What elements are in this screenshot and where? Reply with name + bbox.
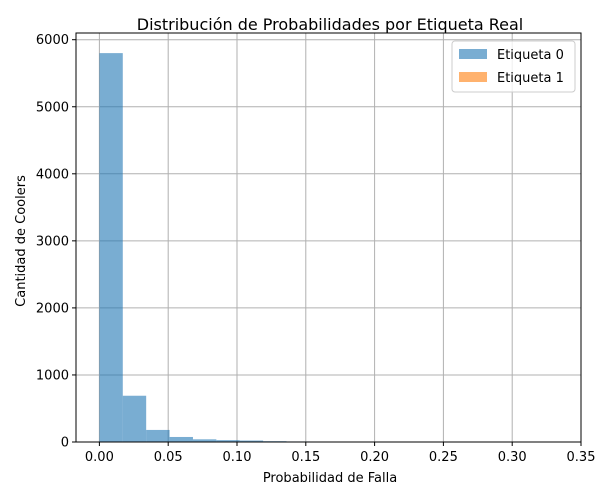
plot-frame	[75, 32, 582, 443]
y-tick-label: 6000	[36, 33, 69, 48]
chart-title: Distribución de Probabilidades por Etiqu…	[137, 15, 524, 34]
x-axis-ticks: 0.00 0.05 0.10 0.15 0.20 0.25 0.30 0.35	[85, 442, 596, 465]
legend-label-etiqueta-1: Etiqueta 1	[497, 71, 564, 86]
x-tick-label: 0.05	[154, 450, 183, 465]
x-tick-label: 0.20	[360, 450, 389, 465]
legend-label-etiqueta-0: Etiqueta 0	[497, 48, 564, 63]
histogram-bar	[216, 440, 240, 442]
y-axis-ticks: 0 1000 2000 3000 4000 5000 6000	[36, 33, 76, 451]
x-tick-label: 0.10	[223, 450, 252, 465]
x-tick-label: 0.35	[567, 450, 596, 465]
y-tick-label: 5000	[36, 100, 69, 115]
histogram-bar	[99, 53, 123, 443]
y-tick-label: 1000	[36, 368, 69, 383]
x-tick-label: 0.00	[85, 450, 114, 465]
legend: Etiqueta 0 Etiqueta 1	[451, 40, 576, 93]
y-tick-label: 0	[61, 436, 69, 451]
histogram-bar	[192, 439, 217, 442]
histogram-bar	[146, 429, 170, 442]
y-tick-label: 3000	[36, 234, 69, 249]
histogram-bar	[122, 395, 147, 442]
histogram-bar	[239, 440, 264, 442]
y-tick-label: 4000	[36, 167, 69, 182]
y-tick-label: 2000	[36, 301, 69, 316]
x-tick-label: 0.15	[291, 450, 320, 465]
histogram-bar	[169, 436, 193, 442]
x-tick-label: 0.25	[429, 450, 458, 465]
x-tick-label: 0.30	[498, 450, 527, 465]
legend-swatch-etiqueta-1	[459, 72, 487, 82]
x-axis-label: Probabilidad de Falla	[263, 471, 397, 486]
y-axis-label: Cantidad de Coolers	[14, 175, 29, 307]
legend-swatch-etiqueta-0	[459, 49, 487, 59]
